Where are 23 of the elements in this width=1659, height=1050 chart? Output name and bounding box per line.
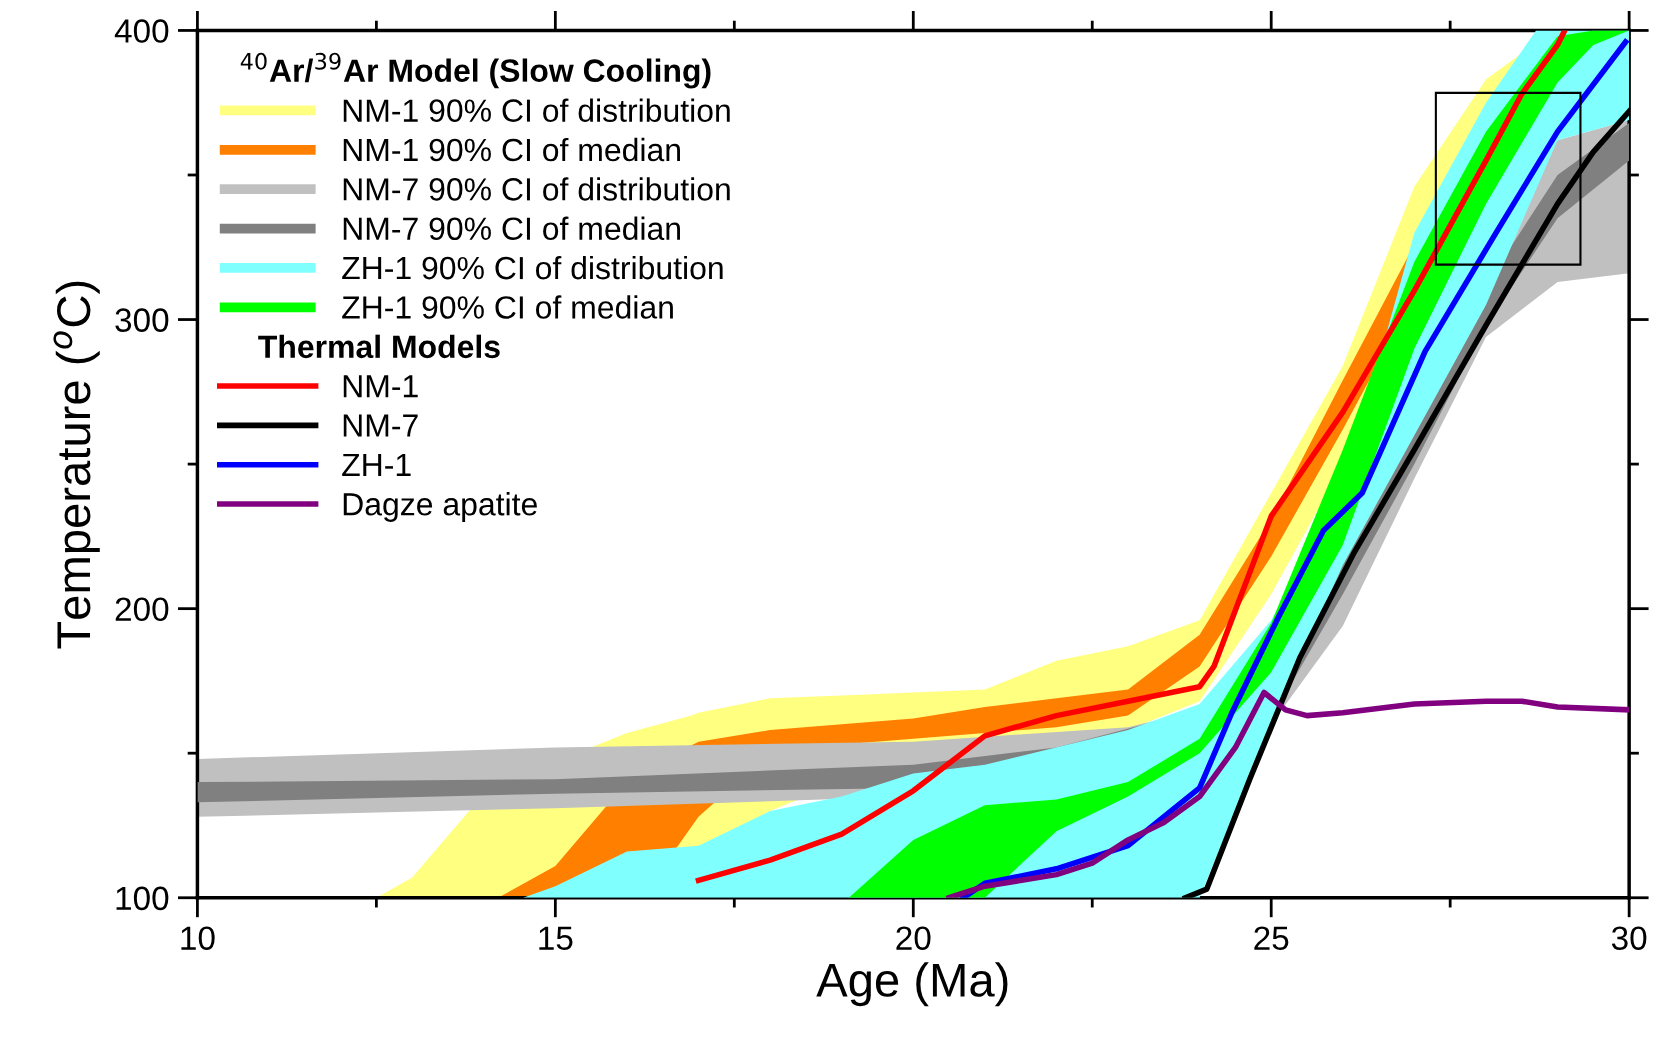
legend-label: NM-1 90% CI of median <box>343 137 680 162</box>
x-tick-label: 15 <box>539 926 573 951</box>
annotation: Thermal Models <box>258 334 500 359</box>
legend-label: NM-7 <box>343 414 418 437</box>
y-tick-label: 300 <box>115 308 169 332</box>
y-tick-label: 200 <box>115 597 169 622</box>
y-tick-label: 400 <box>114 19 169 43</box>
legend-label: NM-7 90% CI of distribution <box>343 177 730 201</box>
x-tick-label: 30 <box>1611 926 1647 951</box>
x-tick-label: 25 <box>1254 926 1289 951</box>
legend-label: NM-1 <box>343 375 418 398</box>
legend-label: ZH-1 90% CI of distribution <box>342 255 723 280</box>
legend-label: ZH-1 90% CI of median <box>342 295 673 319</box>
x-axis-title: Age (Ma) <box>816 962 1008 1007</box>
legend-label: NM-1 90% CI of distribution <box>343 98 730 122</box>
legend-label: Dagze apatite <box>343 492 537 522</box>
x-tick-label: 20 <box>896 926 931 951</box>
y-tick-label: 100 <box>116 886 169 911</box>
legend-title: $^{40}$Ar/$^{39}$Ar Model (Slow Cooling) <box>240 52 711 89</box>
legend-label: NM-7 90% CI of median <box>343 216 680 241</box>
legend-label: ZH-1 <box>342 453 411 476</box>
y-axis-title: Temperature ($^{o}$C) <box>53 281 100 649</box>
x-tick-label: 10 <box>181 926 215 951</box>
